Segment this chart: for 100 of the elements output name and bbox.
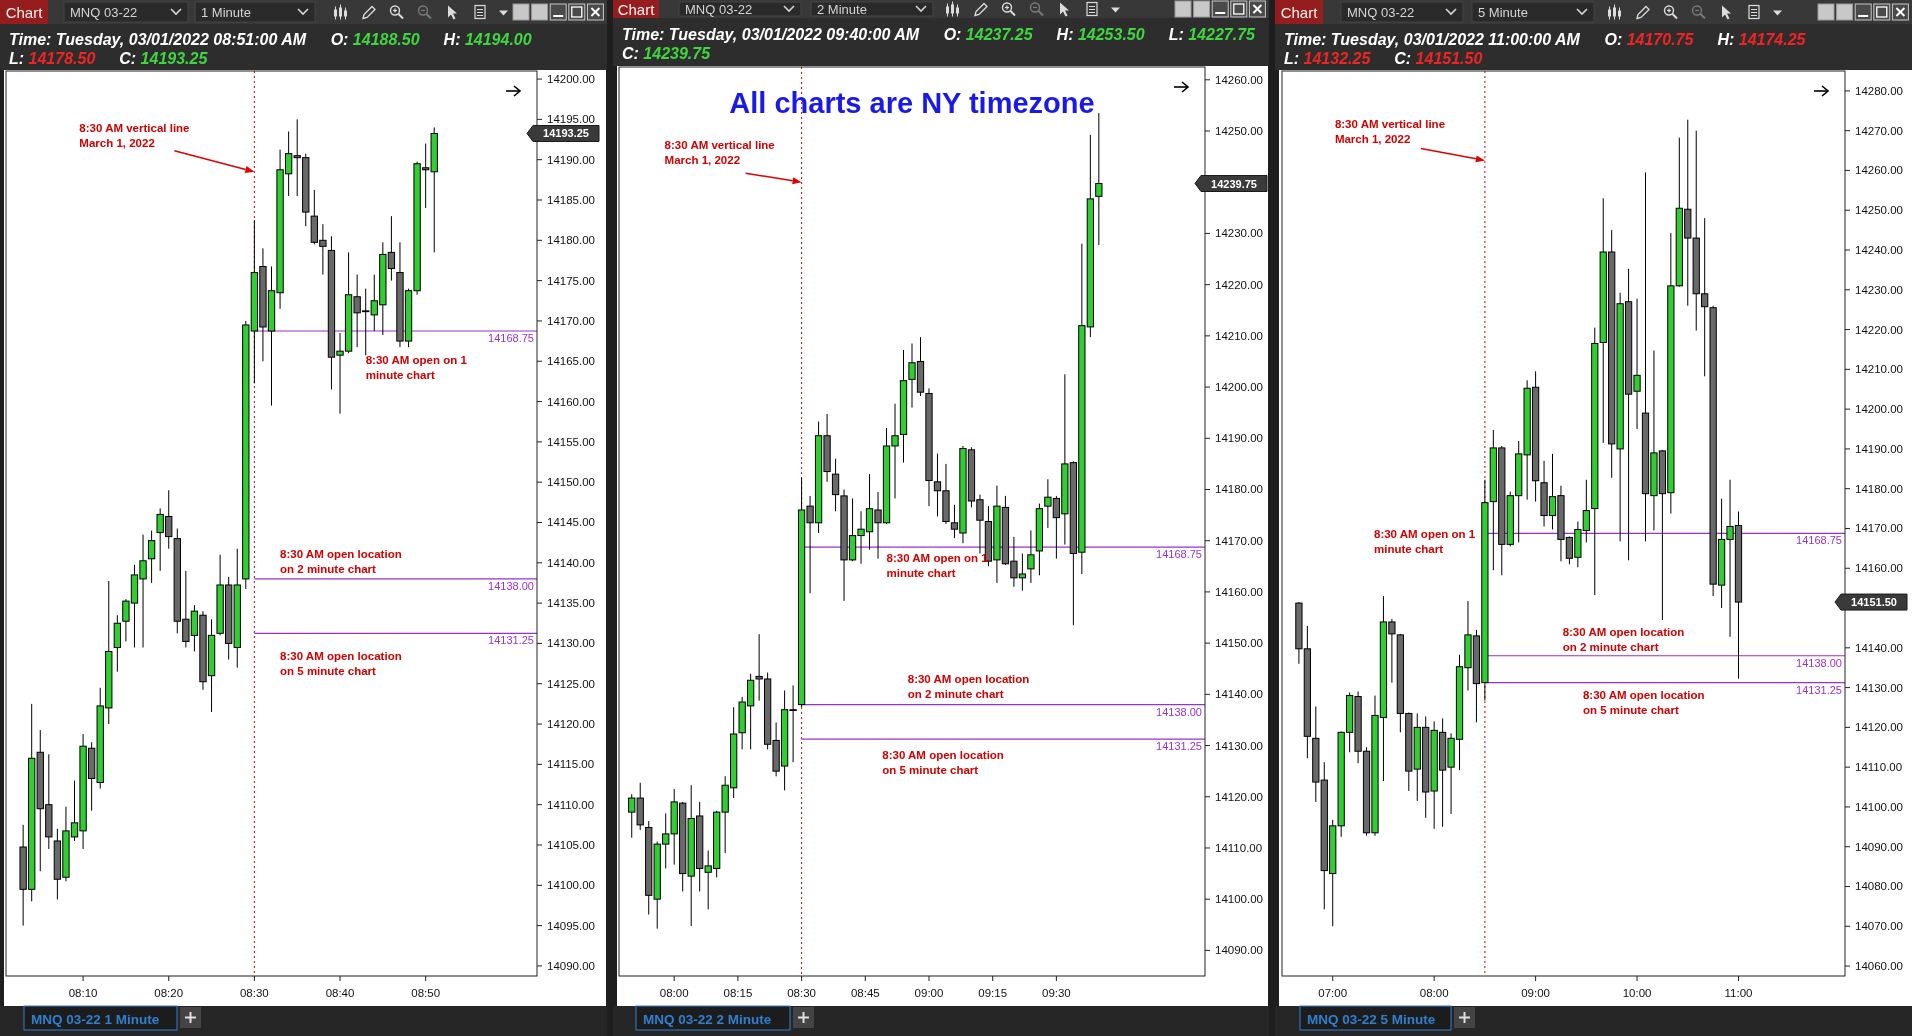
ref-line-label: 14131.25 bbox=[488, 634, 534, 647]
y-tick-label: 14130.00 bbox=[547, 637, 595, 650]
ref-line-label: 14131.25 bbox=[1796, 683, 1842, 696]
tab: MNQ 03-22 2 Minute bbox=[635, 1005, 791, 1031]
x-tick-label: 08:00 bbox=[659, 987, 689, 999]
candlestick bbox=[1027, 529, 1035, 584]
x-tick-label: 08:15 bbox=[723, 987, 753, 999]
text: All charts are NY timezone bbox=[729, 87, 1095, 119]
button: Chart bbox=[1275, 0, 1323, 24]
x-tick-label: 08:40 bbox=[325, 987, 355, 999]
text: C: 14151.50 bbox=[1394, 50, 1483, 67]
y-tick-label: 14095.00 bbox=[547, 919, 595, 932]
y-tick-label: 14250.00 bbox=[1215, 125, 1263, 138]
x-tick-label: 07:00 bbox=[1318, 987, 1348, 999]
y-tick-label: 14170.00 bbox=[547, 314, 595, 327]
y-tick-label: 14210.00 bbox=[1215, 329, 1263, 342]
text: 14239.75 bbox=[1211, 177, 1257, 190]
y-tick-label: 14120.00 bbox=[547, 718, 595, 731]
text: O: 14188.50 bbox=[330, 31, 420, 48]
tab: MNQ 03-22 1 Minute bbox=[23, 1005, 178, 1031]
y-tick-label: 14180.00 bbox=[1855, 482, 1903, 495]
dropdown-field: 5 Minute bbox=[1471, 1, 1595, 23]
y-tick-label: 14100.00 bbox=[1855, 800, 1903, 813]
text: Time: Tuesday, 03/01/2022 11:00:00 AM bbox=[1284, 31, 1581, 48]
text: L: 14178.50 bbox=[9, 50, 96, 67]
y-tick-label: 14190.00 bbox=[1215, 432, 1263, 445]
annotation: 8:30 AM vertical line March 1, 2022 bbox=[1334, 117, 1446, 145]
y-tick-label: 14220.00 bbox=[1855, 323, 1903, 336]
y-tick-label: 14280.00 bbox=[1855, 84, 1903, 97]
y-tick-label: 14120.00 bbox=[1215, 790, 1263, 803]
x-tick-label: 08:30 bbox=[239, 987, 269, 999]
x-tick-label: 10:00 bbox=[1622, 987, 1652, 999]
y-tick-label: 14260.00 bbox=[1855, 164, 1903, 177]
annotation: 8:30 AM open location on 2 minute chart bbox=[1562, 625, 1685, 653]
y-tick-label: 14230.00 bbox=[1855, 283, 1903, 296]
x-tick-label: 08:10 bbox=[68, 987, 98, 999]
y-tick-label: 14145.00 bbox=[547, 516, 595, 529]
y-tick-label: 14125.00 bbox=[547, 677, 595, 690]
ref-line-label: 14131.25 bbox=[1156, 740, 1202, 753]
y-tick-label: 14110.00 bbox=[547, 798, 595, 811]
y-tick-label: 14110.00 bbox=[1855, 761, 1903, 774]
dropdown-field: MNQ 03-22 bbox=[1340, 1, 1464, 23]
y-tick-label: 14185.00 bbox=[547, 194, 595, 206]
annotation: 8:30 AM open location on 5 minute chart bbox=[1582, 688, 1705, 716]
text: C: 14239.75 bbox=[622, 45, 712, 62]
text: H: 14253.50 bbox=[1056, 26, 1145, 43]
annotation: 8:30 AM vertical line March 1, 2022 bbox=[79, 121, 190, 149]
y-tick-label: 14250.00 bbox=[1855, 204, 1903, 217]
y-tick-label: 14105.00 bbox=[547, 838, 595, 851]
text: O: 14170.75 bbox=[1604, 31, 1695, 48]
dropdown-field: 1 Minute bbox=[194, 1, 316, 23]
y-tick-label: 14100.00 bbox=[547, 879, 595, 892]
annotation: 8:30 AM open location on 2 minute chart bbox=[907, 672, 1030, 700]
annotation: 8:30 AM open on 1 minute chart bbox=[1374, 528, 1476, 555]
y-tick-label: 14090.00 bbox=[547, 959, 595, 972]
text: O: 14237.25 bbox=[943, 26, 1034, 43]
ref-line-label: 14168.75 bbox=[1796, 534, 1842, 547]
y-tick-label: 14190.00 bbox=[547, 153, 595, 166]
y-tick-label: 14200.00 bbox=[1215, 381, 1263, 394]
text: L: 14132.25 bbox=[1284, 50, 1372, 67]
y-tick-label: 14155.00 bbox=[547, 435, 595, 448]
y-tick-label: 14260.00 bbox=[1215, 73, 1263, 86]
y-tick-label: 14070.00 bbox=[1855, 920, 1903, 933]
y-tick-label: 14090.00 bbox=[1855, 840, 1903, 853]
dropdown-field: MNQ 03-22 bbox=[63, 1, 189, 23]
button: Chart bbox=[0, 0, 48, 24]
annotation: 8:30 AM open location on 5 minute chart bbox=[882, 749, 1004, 777]
text: L: 14227.75 bbox=[1168, 26, 1257, 43]
y-tick-label: 14160.00 bbox=[1855, 562, 1903, 575]
y-tick-label: 14130.00 bbox=[1855, 681, 1903, 694]
y-tick-label: 14090.00 bbox=[1215, 944, 1263, 957]
annotation: 8:30 AM open on 1 minute chart bbox=[886, 552, 989, 580]
x-tick-label: 08:50 bbox=[411, 987, 441, 999]
y-tick-label: 14175.00 bbox=[547, 274, 595, 287]
y-tick-label: 14080.00 bbox=[1855, 880, 1903, 893]
x-tick-label: 09:30 bbox=[1041, 987, 1071, 999]
y-tick-label: 14190.00 bbox=[1855, 442, 1903, 455]
text: 14151.50 bbox=[1851, 596, 1897, 609]
y-tick-label: 14100.00 bbox=[1215, 893, 1263, 906]
y-tick-label: 14140.00 bbox=[1215, 688, 1263, 701]
y-tick-label: 14180.00 bbox=[1215, 483, 1263, 496]
x-tick-label: 09:00 bbox=[1521, 987, 1550, 999]
x-tick-label: 09:00 bbox=[914, 987, 944, 999]
ref-line-label: 14168.75 bbox=[1156, 548, 1202, 561]
text: H: 14174.25 bbox=[1717, 31, 1807, 48]
y-tick-label: 14195.00 bbox=[547, 113, 595, 126]
annotation: 8:30 AM open location on 2 minute chart bbox=[280, 547, 402, 575]
dropdown-field: MNQ 03-22 bbox=[678, 1, 802, 17]
y-tick-label: 14130.00 bbox=[1215, 739, 1263, 752]
y-tick-label: 14210.00 bbox=[1855, 363, 1903, 376]
y-tick-label: 14270.00 bbox=[1855, 124, 1903, 137]
y-tick-label: 14060.00 bbox=[1855, 960, 1903, 973]
x-tick-label: 08:30 bbox=[787, 987, 816, 999]
candlestick bbox=[147, 530, 156, 584]
ref-line-label: 14138.00 bbox=[1156, 705, 1202, 718]
x-tick-label: 08:45 bbox=[850, 987, 880, 999]
y-tick-label: 14160.00 bbox=[547, 395, 595, 408]
text: Time: Tuesday, 03/01/2022 09:40:00 AM bbox=[622, 26, 920, 43]
text: C: 14193.25 bbox=[119, 50, 209, 67]
x-tick-label: 11:00 bbox=[1724, 987, 1753, 999]
